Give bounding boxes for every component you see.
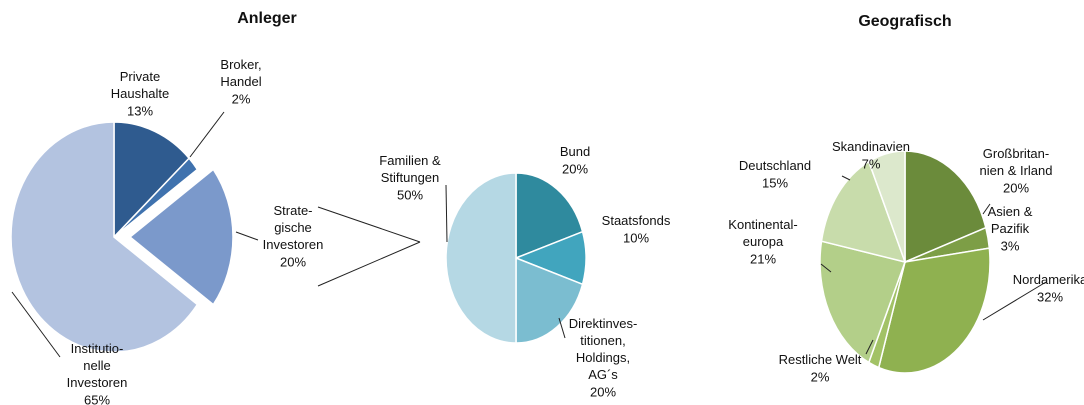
slice-label: Direktinves-titionen, Holdings, AG´s <box>569 316 638 382</box>
slice-label: Familien & Stiftungen <box>379 153 441 185</box>
slice-label: Restliche Welt <box>779 352 862 367</box>
slice-label: Institutio-nelle Investoren <box>67 341 128 390</box>
leader-line <box>982 281 1047 321</box>
value-label: 50% <box>397 187 423 202</box>
slice-label: Private Haushalte <box>111 69 170 101</box>
slice-label: Bund <box>560 144 590 159</box>
pie-slice <box>515 256 584 344</box>
value-label: 7% <box>862 156 881 171</box>
value-label: 10% <box>623 230 649 245</box>
value-label: 65% <box>84 392 110 405</box>
connector-line <box>317 206 421 243</box>
slice-label: Großbritan-nien & Irland <box>980 146 1053 178</box>
value-label: 20% <box>1003 180 1029 195</box>
leader-line <box>865 339 874 355</box>
pie-slice <box>877 247 991 374</box>
leader-line <box>235 231 259 241</box>
slice-label: Asien & Pazifik <box>988 204 1033 236</box>
pie-slice <box>445 172 517 344</box>
value-label: 3% <box>1001 238 1020 253</box>
slice-label: Nordamerika <box>1013 272 1084 287</box>
leader-line <box>558 317 566 339</box>
connector-line <box>317 241 421 287</box>
leader-line <box>445 184 448 243</box>
value-label: 2% <box>232 91 251 106</box>
leader-line <box>11 291 61 358</box>
slice-label: Broker, Handel <box>220 57 261 89</box>
slice-label: Strate-gische Investoren <box>263 203 324 252</box>
chart-title: Anleger <box>237 10 297 27</box>
pie-slice <box>10 121 199 353</box>
leader-line <box>841 175 851 181</box>
value-label: 21% <box>750 251 776 266</box>
value-label: 13% <box>127 103 153 118</box>
pie-slice <box>819 240 906 364</box>
value-label: 15% <box>762 175 788 190</box>
leader-line <box>820 263 832 273</box>
value-label: 20% <box>562 161 588 176</box>
pie-slice <box>113 121 191 239</box>
value-label: 20% <box>280 254 306 269</box>
slice-label: Deutschland <box>739 158 811 173</box>
chart-title: Geografisch <box>858 13 951 30</box>
slice-label: Kontinental-europa <box>728 217 797 249</box>
pie-slice <box>128 168 234 306</box>
pie-slice <box>113 157 199 238</box>
pie-slice <box>515 172 584 260</box>
pie-slice <box>867 150 906 263</box>
connector-lines <box>317 206 421 287</box>
slice-label: Staatsfonds <box>602 213 671 228</box>
slice-label: Skandinavien <box>832 139 910 154</box>
value-label: 20% <box>590 384 616 399</box>
pie-slice <box>904 150 987 264</box>
pie-slice <box>820 160 907 264</box>
value-label: 32% <box>1037 289 1063 304</box>
leader-line <box>982 203 991 215</box>
value-label: 2% <box>811 369 830 384</box>
leader-line <box>189 111 225 158</box>
